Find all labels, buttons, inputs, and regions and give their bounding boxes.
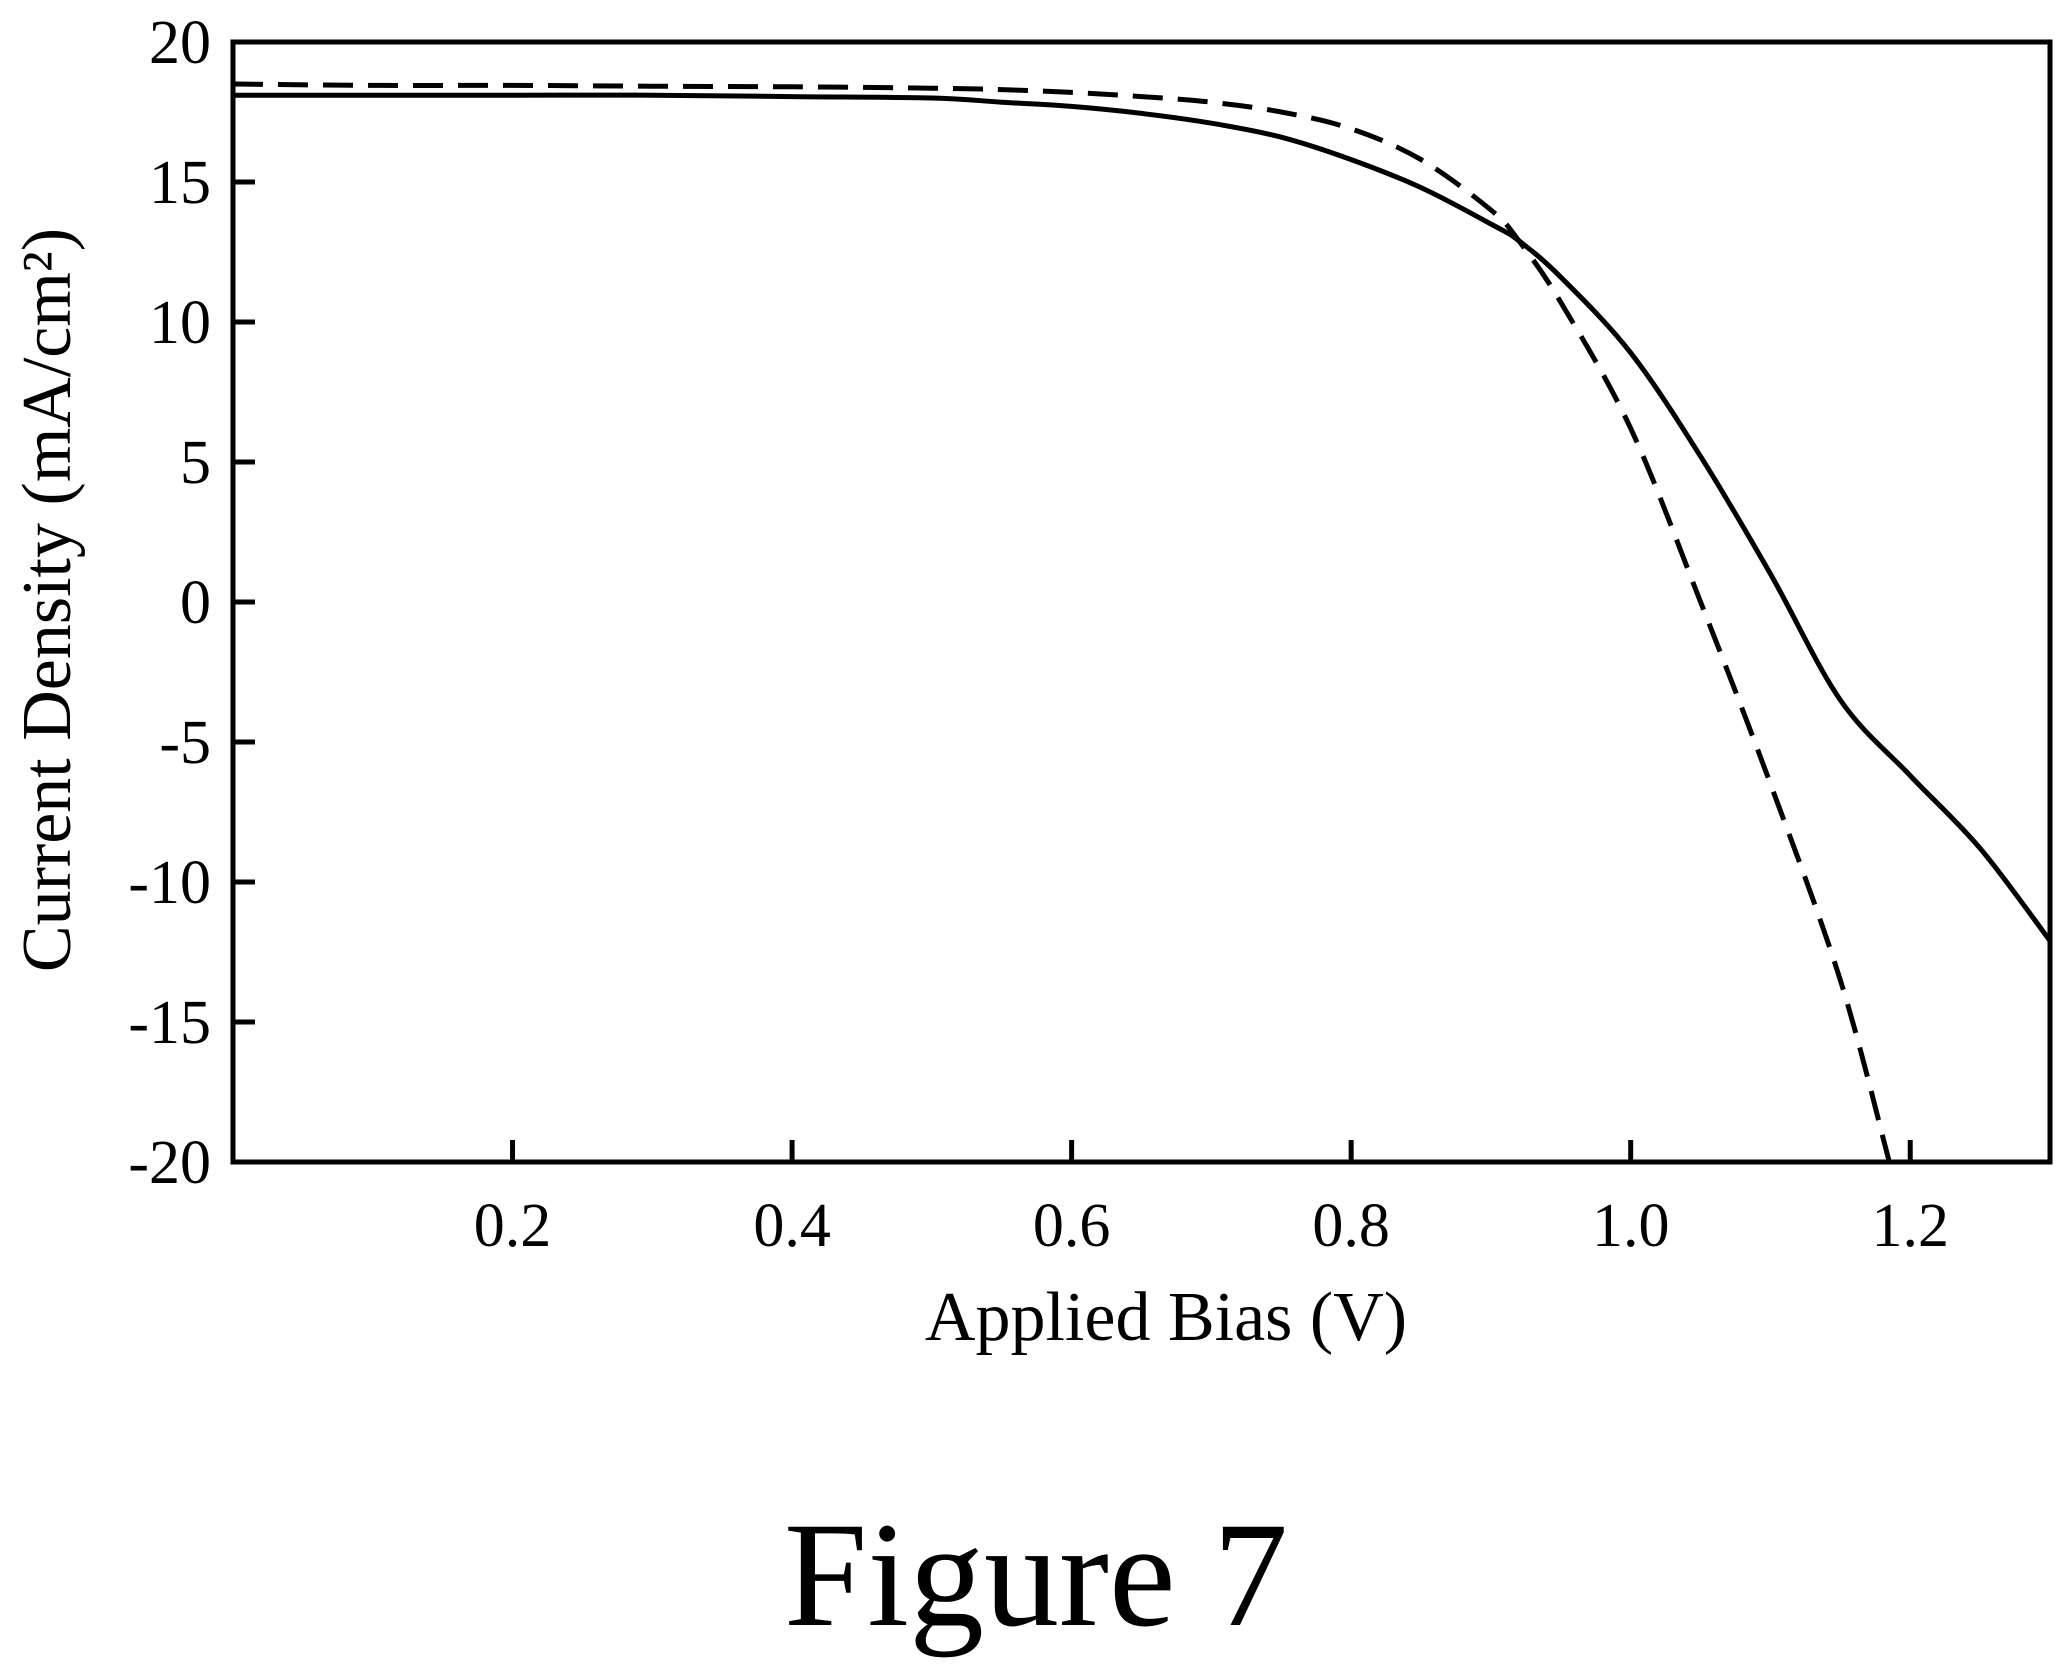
y-tick-label: 20: [149, 9, 211, 77]
y-tick-label: -20: [128, 1129, 211, 1197]
series-dashed-line: [232, 81, 1892, 1163]
x-tick-label: 0.2: [474, 1192, 552, 1260]
plot-area: 0.2 0.4 0.6 0.8 1.0 1.2 20 15 10 5 0 -5 -10 -15 -20: [128, 9, 2053, 1260]
x-tick-label: 0.4: [753, 1192, 831, 1260]
series-solid-line: [233, 92, 2052, 943]
figure-label: Figure 7: [784, 1492, 1288, 1658]
y-tick-label: -15: [128, 989, 211, 1057]
y-axis-ticks: 20 15 10 5 0 -5 -10 -15 -20: [128, 9, 255, 1197]
y-tick-label: 15: [149, 149, 211, 217]
x-axis-ticks: 0.2 0.4 0.6 0.8 1.0 1.2: [474, 1140, 1949, 1260]
y-tick-label: 5: [180, 429, 211, 497]
plot-frame: [230, 39, 2053, 1165]
x-axis-label: Applied Bias (V): [925, 1279, 1407, 1356]
x-tick-label: 1.2: [1871, 1192, 1949, 1260]
y-tick-label: -10: [128, 849, 211, 917]
y-tick-label: 0: [180, 569, 211, 637]
y-tick-label: 10: [149, 289, 211, 357]
x-tick-label: 0.6: [1033, 1192, 1111, 1260]
series-layer: [232, 81, 2052, 1163]
y-tick-label: -5: [159, 709, 211, 777]
x-tick-label: 0.8: [1312, 1192, 1390, 1260]
x-tick-label: 1.0: [1592, 1192, 1670, 1260]
y-axis-label: Current Density (mA/cm²): [9, 228, 86, 972]
